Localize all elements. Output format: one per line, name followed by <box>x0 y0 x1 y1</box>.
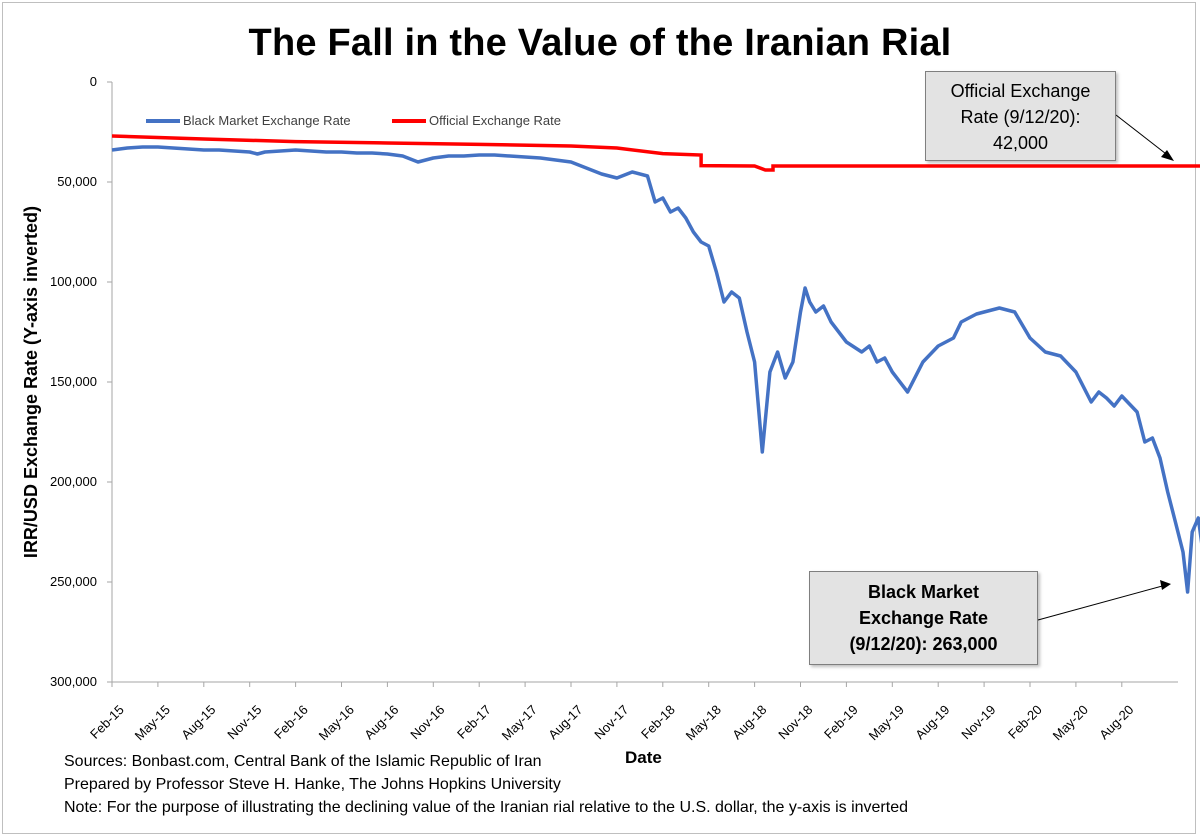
sources-note: Sources: Bonbast.com, Central Bank of th… <box>64 753 542 770</box>
chart-notes: Sources: Bonbast.com, Central Bank of th… <box>64 750 908 819</box>
y-tick-marks <box>107 81 112 683</box>
black-market-arrow <box>1037 584 1167 621</box>
official-callout-line-1: Official Exchange <box>950 81 1091 101</box>
black-callout-line-2: Exchange Rate <box>858 608 989 628</box>
y-tick-label: 0 <box>89 74 97 89</box>
official-arrow-head <box>1161 150 1174 161</box>
official-series-line <box>111 134 1200 172</box>
y-tick-label: 50,000 <box>57 174 97 189</box>
official-arrow <box>1115 114 1171 158</box>
y-tick-label: 100,000 <box>50 274 97 289</box>
y-tick-label: 150,000 <box>50 374 97 389</box>
legend: Black Market Exchange Rate Official Exch… <box>146 113 561 128</box>
inverted-axis-note: Note: For the purpose of illustrating th… <box>64 799 908 816</box>
black-market-arrow-head <box>1160 580 1171 590</box>
black-callout-line-1: Black Market <box>867 582 980 602</box>
chart-title: The Fall in the Value of the Iranian Ria… <box>248 22 952 64</box>
y-tick-label: 200,000 <box>50 474 97 489</box>
official-callout-line-2: Rate (9/12/20): <box>960 107 1081 127</box>
prepared-by-note: Prepared by Professor Steve H. Hanke, Th… <box>64 776 561 793</box>
callout-arrows <box>1037 114 1174 621</box>
black-market-rate-callout: Black Market Exchange Rate (9/12/20): 26… <box>809 571 1038 665</box>
x-tick-marks <box>111 682 1123 687</box>
black-market-series-line <box>111 145 1200 594</box>
y-tick-label: 250,000 <box>50 574 97 589</box>
x-axis-label: Date <box>625 748 662 767</box>
legend-label-black-market: Black Market Exchange Rate <box>183 113 351 128</box>
official-callout-line-3: 42,000 <box>992 133 1049 153</box>
black-callout-line-3: (9/12/20): 263,000 <box>849 634 998 654</box>
official-rate-callout: Official Exchange Rate (9/12/20): 42,000 <box>925 71 1116 161</box>
y-tick-label: 300,000 <box>50 674 97 689</box>
legend-label-official: Official Exchange Rate <box>429 113 561 128</box>
